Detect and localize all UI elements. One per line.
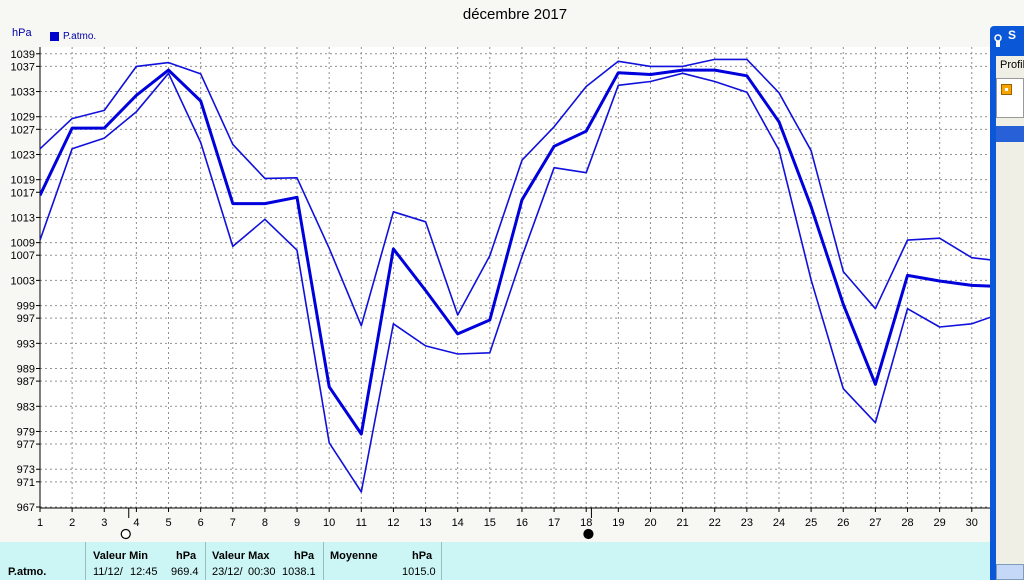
x-tick-label: 24	[773, 517, 785, 529]
y-tick-label: 1039	[11, 49, 35, 61]
max-header: Valeur Max	[212, 550, 270, 562]
stats-min-cell: Valeur Min hPa 11/12/ 12:45 969.4	[86, 542, 206, 580]
min-date: 11/12/	[93, 566, 123, 578]
x-tick-label: 23	[741, 517, 753, 529]
profile-list[interactable]	[996, 78, 1024, 118]
x-tick-label: 21	[676, 517, 688, 529]
y-tick-label: 967	[17, 502, 35, 514]
x-tick-label: 22	[709, 517, 721, 529]
profile-label: Profil	[1000, 59, 1024, 71]
stats-max-cell: Valeur Max hPa 23/12/ 00:30 1038.1	[206, 542, 324, 580]
y-tick-label: 983	[17, 401, 35, 413]
x-tick-label: 12	[387, 517, 399, 529]
x-tick-label: 20	[644, 517, 656, 529]
avg-unit: hPa	[412, 550, 433, 562]
y-tick-label: 993	[17, 338, 35, 350]
max-time: 00:30	[248, 566, 276, 578]
profile-checkbox[interactable]	[1001, 84, 1012, 95]
y-tick-label: 1033	[11, 87, 35, 99]
x-tick-label: 3	[101, 517, 107, 529]
y-tick-label: 1003	[11, 275, 35, 287]
x-tick-label: 7	[230, 517, 236, 529]
x-tick-label: 4	[133, 517, 139, 529]
y-tick-label: 987	[17, 376, 35, 388]
series-line-mean	[40, 68, 991, 436]
x-tick-label: 16	[516, 517, 528, 529]
statistics-bar: P.atmo. Valeur Min hPa 11/12/ 12:45 969.…	[0, 542, 993, 580]
new-moon-icon	[583, 528, 594, 540]
avg-header: Moyenne	[330, 550, 378, 562]
x-tick-label: 9	[294, 517, 300, 529]
x-tick-label: 27	[869, 517, 881, 529]
chart-title: décembre 2017	[462, 6, 568, 23]
stats-label-cell: P.atmo.	[0, 542, 86, 580]
min-header: Valeur Min	[93, 550, 149, 562]
selected-row[interactable]	[996, 126, 1024, 142]
legend[interactable]: P.atmo.	[50, 31, 96, 42]
stats-row-label: P.atmo.	[8, 566, 47, 578]
legend-label: P.atmo.	[63, 31, 97, 42]
x-tick-label: 1	[37, 517, 43, 529]
y-tick-label: 997	[17, 313, 35, 325]
x-tick-label: 14	[452, 517, 464, 529]
full-moon-icon	[120, 528, 131, 540]
avg-value: 1015.0	[402, 566, 436, 578]
x-tick-label: 18	[580, 517, 592, 529]
side-panel-title: S	[1008, 28, 1017, 42]
x-tick-label: 2	[69, 517, 75, 529]
y-tick-label: 1013	[11, 212, 35, 224]
sensor-icon	[994, 34, 1002, 47]
x-tick-label: 26	[837, 517, 849, 529]
y-tick-label: 1019	[11, 175, 35, 187]
y-tick-label: 1017	[11, 187, 35, 199]
scrollbar[interactable]	[996, 564, 1024, 580]
max-unit: hPa	[294, 550, 315, 562]
y-tick-label: 979	[17, 426, 35, 438]
x-tick-label: 29	[934, 517, 946, 529]
side-panel[interactable]: S Profil	[990, 26, 1024, 580]
y-tick-label: 1029	[11, 112, 35, 124]
y-tick-label: 989	[17, 364, 35, 376]
y-tick-label: 999	[17, 301, 35, 313]
x-tick-label: 11	[356, 517, 367, 529]
stats-avg-cell: Moyenne hPa 1015.0	[324, 542, 442, 580]
y-tick-label: 1023	[11, 149, 35, 161]
series-line-max	[40, 58, 991, 327]
x-tick-label: 15	[484, 517, 496, 529]
x-tick-label: 8	[262, 517, 268, 529]
y-tick-label: 977	[17, 439, 35, 451]
y-tick-label: 971	[17, 477, 35, 489]
x-tick-label: 28	[901, 517, 913, 529]
legend-swatch	[50, 32, 59, 41]
x-tick-label: 10	[323, 517, 335, 529]
y-tick-label: 1037	[11, 61, 35, 73]
y-tick-label: 1007	[11, 250, 35, 262]
x-tick-label: 13	[419, 517, 431, 529]
x-tick-label: 17	[548, 517, 560, 529]
x-tick-label: 5	[165, 517, 171, 529]
max-value: 1038.1	[282, 566, 316, 578]
x-tick-label: 19	[612, 517, 624, 529]
min-time: 12:45	[130, 566, 158, 578]
min-value: 969.4	[171, 566, 199, 578]
min-unit: hPa	[176, 550, 197, 562]
side-panel-body: Profil	[996, 56, 1024, 580]
y-tick-label: 1009	[11, 238, 35, 250]
pressure-chart: 9679719739779799839879899939979991003100…	[11, 47, 991, 540]
y-axis-unit: hPa	[12, 27, 32, 39]
max-date: 23/12/	[212, 566, 243, 578]
series-line-min	[40, 72, 991, 493]
x-tick-label: 25	[805, 517, 817, 529]
y-tick-label: 973	[17, 464, 35, 476]
x-tick-label: 6	[198, 517, 204, 529]
x-tick-label: 30	[966, 517, 978, 529]
y-tick-label: 1027	[11, 124, 35, 136]
